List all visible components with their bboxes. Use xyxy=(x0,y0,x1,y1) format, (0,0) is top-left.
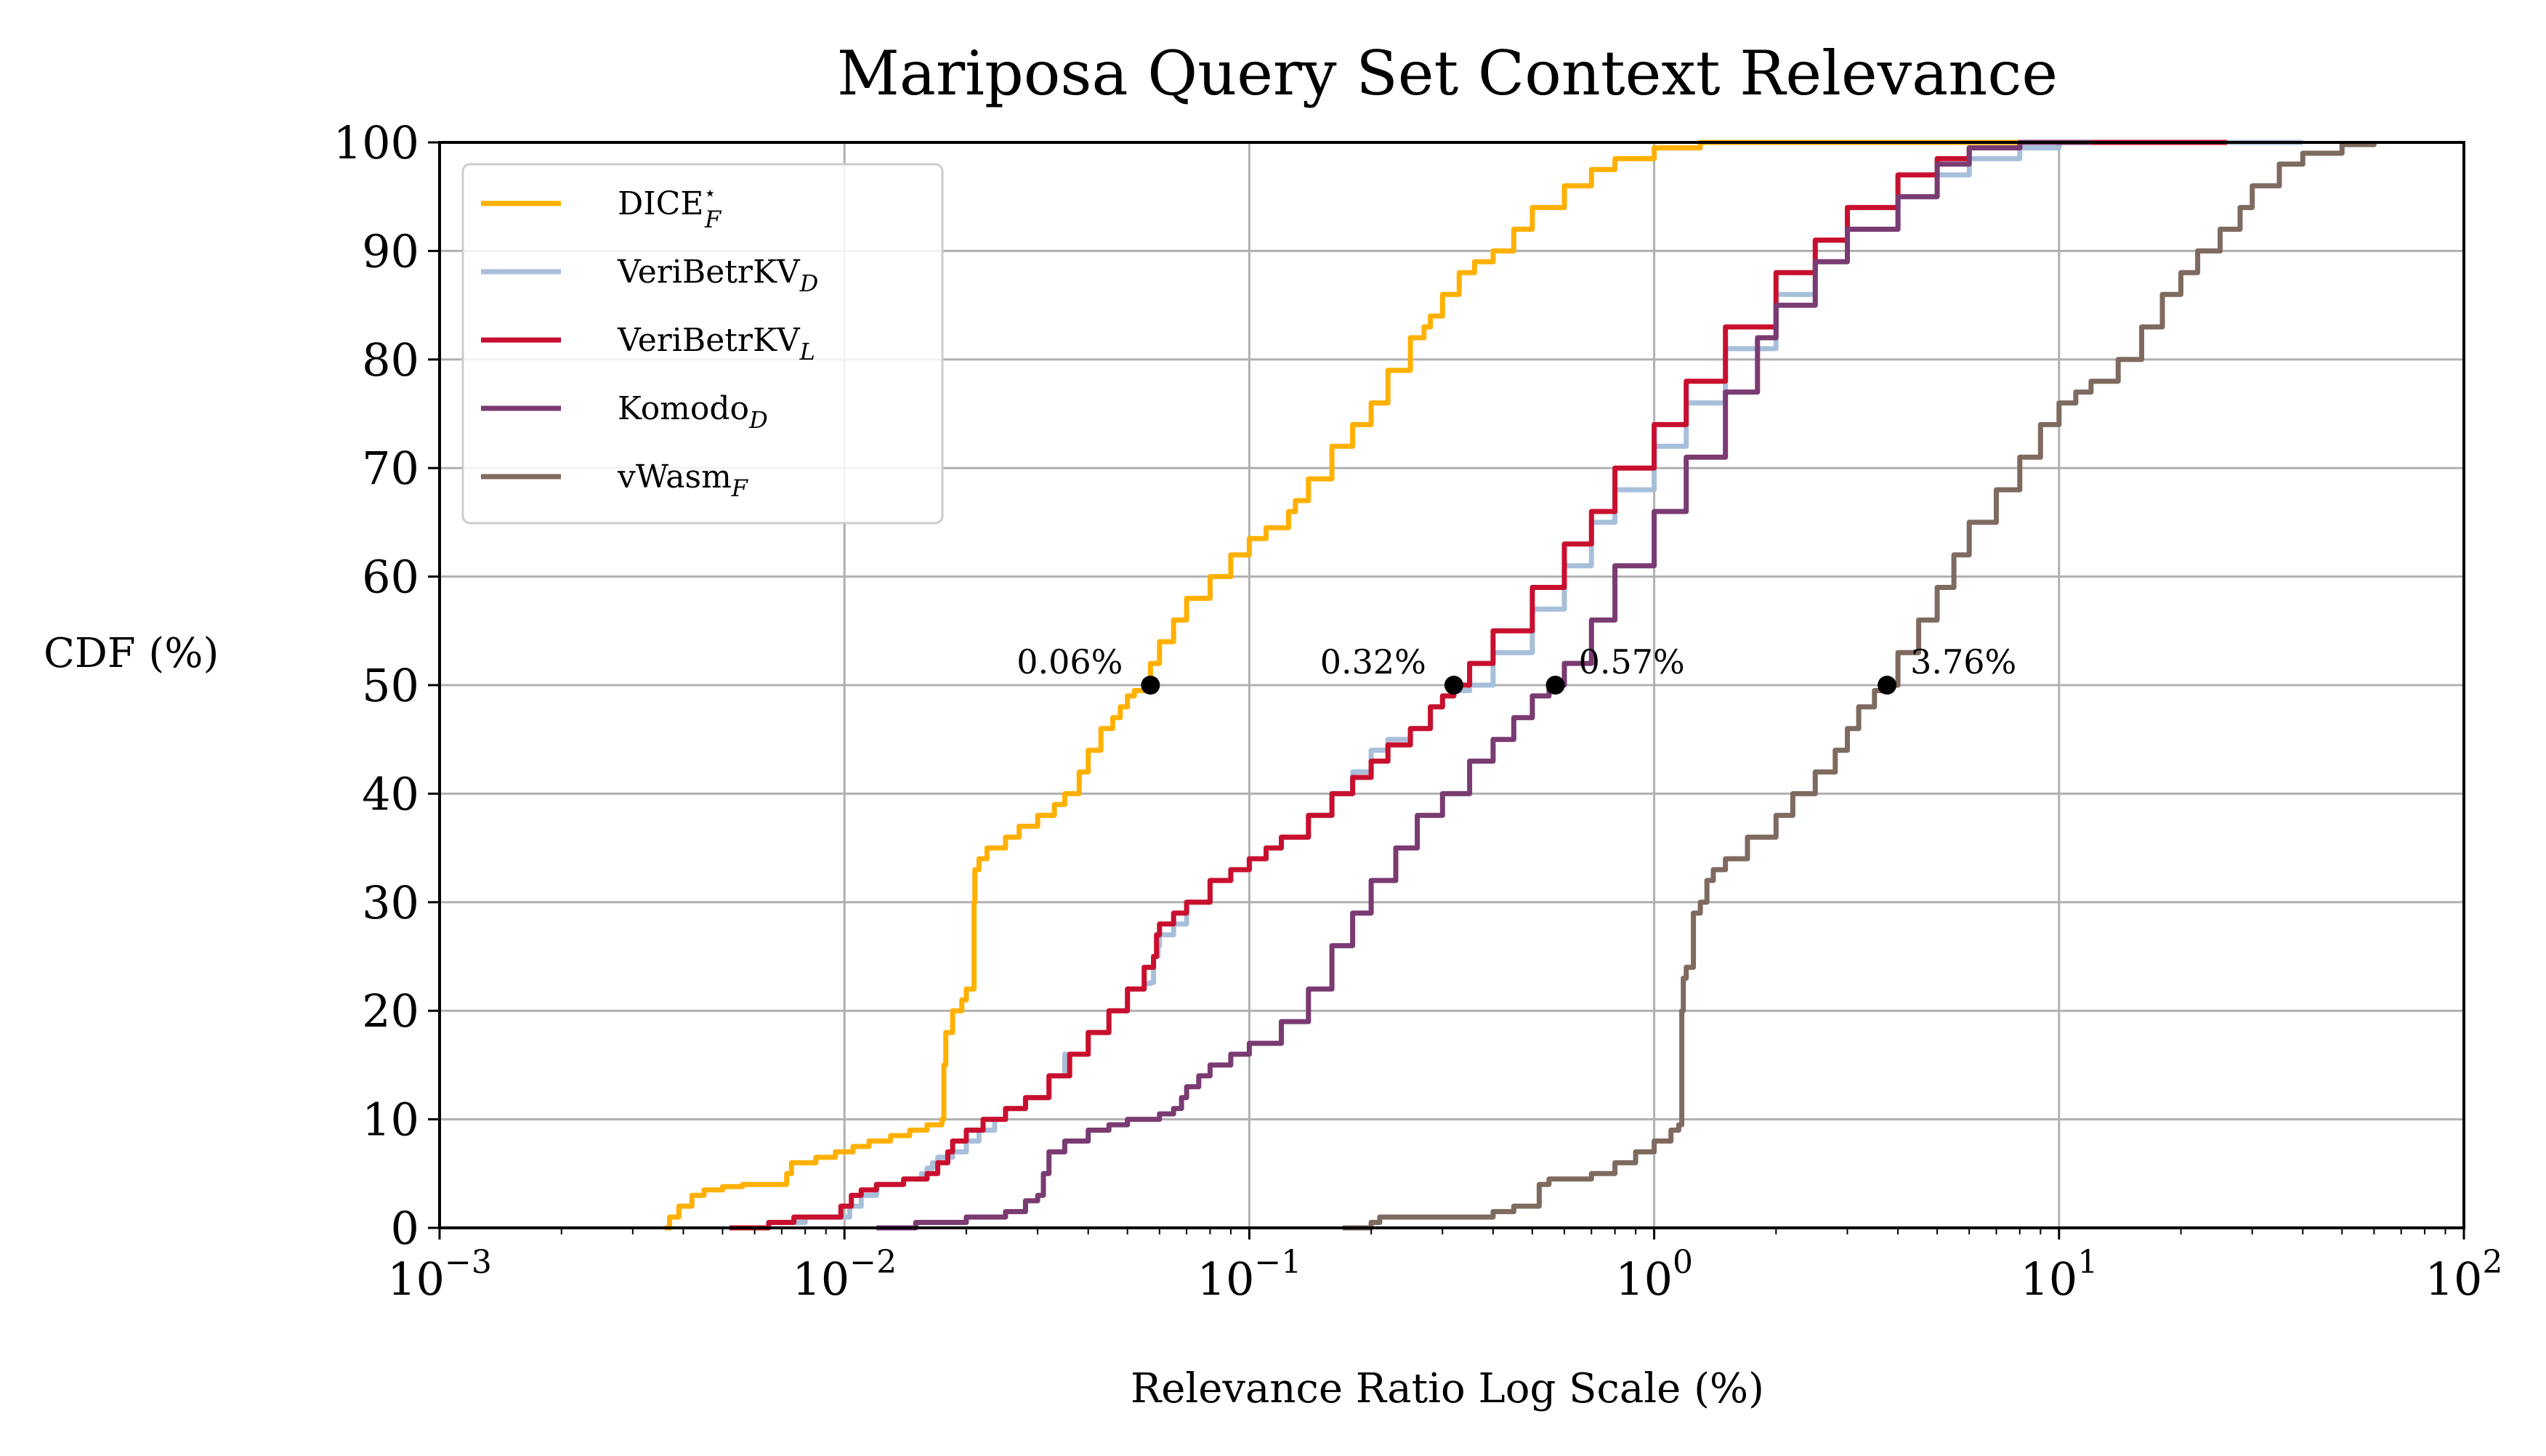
y-tick-label: 50 xyxy=(362,659,419,712)
legend: DICE⋆ F VeriBetrKVD VeriBetrKVL KomodoD vWasm… xyxy=(461,163,944,525)
y-tick-label: 40 xyxy=(362,767,419,820)
x-axis-label: Relevance Ratio Log Scale (%) xyxy=(1131,1365,1764,1412)
y-tick-label: 30 xyxy=(362,876,419,929)
y-tick-label: 10 xyxy=(362,1093,419,1146)
series-line-0 xyxy=(665,139,2252,1231)
x-tick-label: 102 xyxy=(2425,1244,2503,1306)
y-axis-label: CDF (%) xyxy=(44,630,219,677)
median-marker xyxy=(1444,676,1463,695)
legend-label-0: DICE⋆ F xyxy=(618,181,722,233)
y-tick-label: 20 xyxy=(362,984,419,1038)
x-tick-label: 10−2 xyxy=(792,1244,897,1306)
series-layer xyxy=(665,139,2377,1231)
series-line-3 xyxy=(876,139,2091,1231)
x-tick-label: 10−1 xyxy=(1197,1244,1302,1306)
median-label: 3.76% xyxy=(1910,642,2016,682)
y-tick-label: 60 xyxy=(362,551,419,604)
x-tick-label: 100 xyxy=(1615,1244,1693,1306)
y-tick-label: 90 xyxy=(362,225,419,278)
median-marker xyxy=(1141,676,1160,695)
legend-label-4: vWasmF xyxy=(617,458,749,502)
y-tick-label: 0 xyxy=(391,1202,419,1255)
legend-box xyxy=(461,163,944,525)
y-tick-label: 70 xyxy=(362,442,419,495)
y-tick-label: 80 xyxy=(362,333,419,387)
y-axis-ticks: 0 10 20 30 40 50 60 70 80 90 100 xyxy=(334,116,440,1255)
legend-label-3: KomodoD xyxy=(618,390,768,434)
legend-label-1: VeriBetrKVD xyxy=(617,254,818,297)
median-label: 0.06% xyxy=(1017,642,1123,682)
series-line-4 xyxy=(1342,142,2377,1231)
chart-title: Mariposa Query Set Context Relevance xyxy=(837,38,2058,109)
x-tick-label: 101 xyxy=(2020,1244,2098,1306)
median-label: 0.57% xyxy=(1579,642,1685,682)
median-marker xyxy=(1878,676,1897,695)
annotation-layer: 0.06% 0.32% 0.57% 3.76% xyxy=(1017,642,2016,695)
x-tick-label: 10−3 xyxy=(387,1244,492,1306)
legend-label-2: VeriBetrKVL xyxy=(617,322,815,365)
y-tick-label: 100 xyxy=(334,116,419,169)
series-line-2 xyxy=(730,139,2227,1231)
median-marker xyxy=(1545,676,1565,695)
x-axis-ticks: 10−3 10−2 10−1 100 101 102 xyxy=(387,1228,2502,1306)
median-label: 0.32% xyxy=(1320,642,1426,682)
